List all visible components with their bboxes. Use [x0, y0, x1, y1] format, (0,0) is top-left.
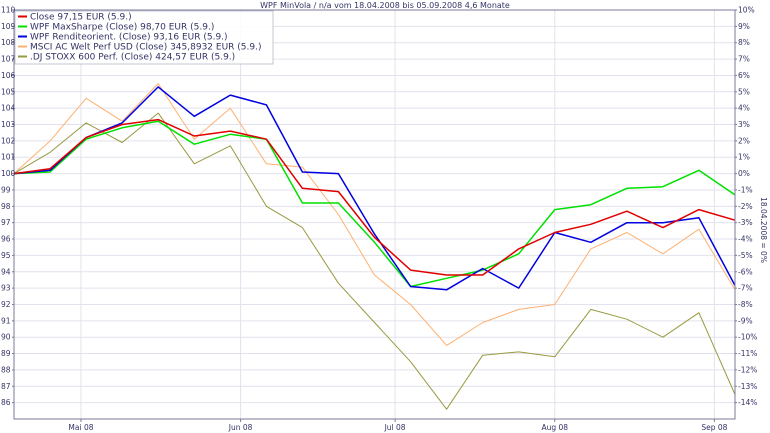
- legend-label: MSCI AC Welt Perf USD (Close) 345,8932 E…: [30, 43, 261, 53]
- legend-label: WPF MaxSharpe (Close) 98,70 EUR (5.9.): [30, 23, 214, 33]
- left-tick-label: 93: [1, 284, 11, 293]
- x-tick-label: Jul 08: [384, 423, 406, 432]
- left-tick-label: 94: [1, 267, 11, 276]
- right-tick-label: -7%: [738, 284, 753, 293]
- series-layer: [13, 83, 736, 410]
- right-tick-label: 4%: [738, 104, 750, 113]
- legend-label: WPF Renditeorient. (Close) 93,16 EUR (5.…: [30, 33, 228, 43]
- right-tick-label: -11%: [738, 349, 757, 358]
- legend-label: Close 97,15 EUR (5.9.): [30, 13, 132, 23]
- left-tick-label: 99: [1, 185, 11, 194]
- series-line: [13, 120, 736, 288]
- left-tick-label: 104: [1, 104, 16, 113]
- left-tick-label: 92: [1, 300, 11, 309]
- left-tick-label: 98: [1, 202, 11, 211]
- series-line: [13, 118, 736, 276]
- right-tick-label: 2%: [738, 136, 750, 145]
- left-tick-label: 107: [1, 55, 16, 64]
- left-tick-label: 101: [1, 153, 16, 162]
- left-tick-label: 88: [1, 365, 11, 374]
- x-tick-label: Aug 08: [541, 423, 568, 432]
- right-tick-label: -6%: [738, 267, 753, 276]
- series-line: [13, 86, 736, 291]
- right-tick-label: -10%: [738, 333, 757, 342]
- plot-frame: [13, 9, 736, 420]
- right-tick-label: -8%: [738, 300, 753, 309]
- left-tick-label: 86: [1, 398, 11, 407]
- left-tick-label: 109: [1, 22, 16, 31]
- left-tick-label: 95: [1, 251, 11, 260]
- left-tick-label: 105: [1, 87, 16, 96]
- legend: Close 97,15 EUR (5.9.)WPF MaxSharpe (Clo…: [14, 10, 274, 65]
- right-tick-label: -12%: [738, 365, 757, 374]
- left-tick-label: 100: [1, 169, 16, 178]
- x-tick-label: Jun 08: [228, 423, 253, 432]
- legend-label: .DJ STOXX 600 Perf. (Close) 424,57 EUR (…: [30, 53, 235, 63]
- series-line: [13, 112, 736, 410]
- left-tick-label: 96: [1, 235, 11, 244]
- right-tick-label: -5%: [738, 251, 753, 260]
- right-tick-label: 1%: [738, 153, 750, 162]
- right-tick-label: 9%: [738, 22, 750, 31]
- left-axis: 86 87 88 89 90 91 92 93 94 95 96 97 98 99 100 101 102 103…: [1, 6, 16, 408]
- series-line: [13, 83, 736, 346]
- right-tick-label: -4%: [738, 235, 753, 244]
- right-tick-label: -14%: [738, 398, 757, 407]
- right-tick-label: 6%: [738, 71, 750, 80]
- left-tick-label: 110: [1, 6, 16, 15]
- left-tick-label: 90: [1, 333, 11, 342]
- right-axis-label: 18.04.2008 = 0%: [759, 197, 768, 263]
- right-tick-label: 0%: [738, 169, 750, 178]
- right-tick-label: 5%: [738, 87, 750, 96]
- left-tick-label: 108: [1, 38, 16, 47]
- left-tick-label: 89: [1, 349, 11, 358]
- chart-title: WPF MinVola / n/a vom 18.04.2008 bis 05.…: [260, 1, 510, 10]
- right-tick-label: -1%: [738, 185, 753, 194]
- right-tick-label: 3%: [738, 120, 750, 129]
- left-tick-label: 97: [1, 218, 11, 227]
- grid: [14, 9, 735, 419]
- right-tick-label: -13%: [738, 382, 757, 391]
- left-tick-label: 91: [1, 316, 11, 325]
- x-tick-label: Sep 08: [701, 423, 727, 432]
- right-tick-label: -9%: [738, 316, 753, 325]
- plot-area: [14, 10, 735, 419]
- left-tick-label: 103: [1, 120, 16, 129]
- right-tick-label: -2%: [738, 202, 753, 211]
- right-tick-label: 10%: [738, 6, 755, 15]
- right-tick-label: 7%: [738, 55, 750, 64]
- right-tick-label: -3%: [738, 218, 753, 227]
- x-tick-label: Mai 08: [68, 423, 93, 432]
- left-tick-label: 106: [1, 71, 16, 80]
- x-axis: Mai 08 Jun 08 Jul 08 Aug 08 Sep 08: [68, 419, 728, 432]
- legend-box: [14, 10, 274, 65]
- right-axis: 10% 9% 8% 7% 6% 5% 4% 3% 2% 1% 0% -1% -2% -3% -4% -5% -6…: [735, 6, 757, 407]
- right-tick-label: 8%: [738, 38, 750, 47]
- left-tick-label: 102: [1, 136, 16, 145]
- left-tick-label: 87: [1, 382, 11, 391]
